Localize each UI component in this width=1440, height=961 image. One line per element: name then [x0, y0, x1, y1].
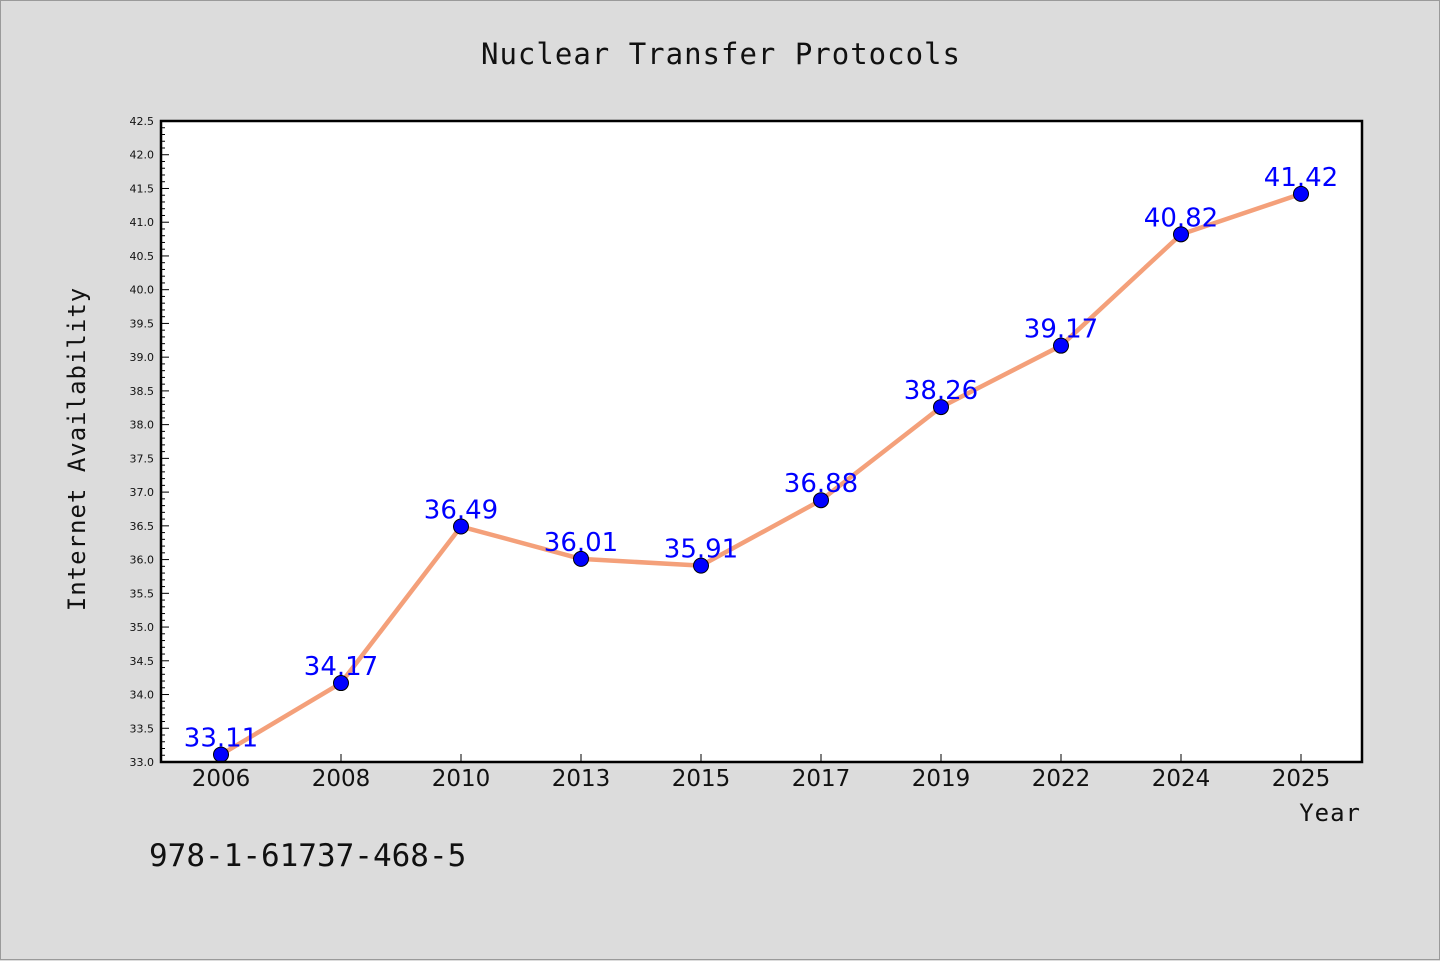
series-line — [218, 191, 1304, 757]
data-label: 40.82 — [1144, 203, 1218, 233]
data-point — [1293, 185, 1309, 202]
y-tick-label: 39.0 — [130, 351, 155, 364]
data-point — [813, 492, 829, 509]
y-tick-label: 42.5 — [130, 115, 155, 128]
y-tick-label: 35.5 — [130, 587, 155, 600]
data-point — [453, 518, 469, 535]
data-label: 39.17 — [1024, 315, 1098, 345]
series-group: 33.11 34.17 36.49 36.01 35.91 36.88 38.26 39.17… — [184, 163, 1338, 763]
x-tick-label: 2013 — [552, 766, 611, 792]
x-axis-ticks: 2006 2008 2010 2013 2015 2017 2019 2022 2024 2025 — [192, 754, 1331, 792]
y-tick-label: 38.0 — [130, 419, 155, 432]
y-tick-label: 40.5 — [130, 250, 155, 263]
data-point — [1173, 226, 1189, 243]
y-tick-label: 34.0 — [130, 689, 155, 702]
y-tick-label: 36.0 — [130, 554, 155, 567]
data-label: 33.11 — [184, 724, 258, 754]
y-tick-label: 39.5 — [130, 317, 155, 330]
y-tick-label: 33.0 — [130, 756, 155, 769]
x-tick-label: 2010 — [432, 766, 491, 792]
x-tick-label: 2024 — [1152, 766, 1211, 792]
y-tick-label: 34.5 — [130, 655, 155, 668]
x-tick-label: 2008 — [312, 766, 371, 792]
x-axis-title: Year — [1299, 799, 1361, 827]
x-tick-label: 2017 — [792, 766, 851, 792]
y-tick-label: 37.5 — [130, 452, 155, 465]
y-tick-label: 33.5 — [130, 722, 155, 735]
data-label: 35.91 — [664, 535, 738, 565]
x-tick-label: 2025 — [1272, 766, 1331, 792]
data-point — [573, 550, 589, 567]
x-tick-label: 2019 — [912, 766, 971, 792]
data-point — [333, 675, 349, 692]
data-label: 38.26 — [904, 376, 978, 406]
y-axis-title: Internet Availability — [63, 287, 91, 611]
data-point — [1053, 337, 1069, 354]
y-tick-label: 38.5 — [130, 385, 155, 398]
y-axis-ticks: 33.0 33.5 34.0 34.5 35.0 35.5 36.0 36.5 37.0 37.5… — [130, 115, 169, 769]
x-tick-label: 2015 — [672, 766, 731, 792]
chart-title: Nuclear Transfer Protocols — [481, 37, 961, 71]
y-tick-label: 40.0 — [130, 284, 155, 297]
y-tick-label: 41.5 — [130, 182, 155, 195]
y-tick-label: 41.0 — [130, 216, 155, 229]
y-tick-label: 42.0 — [130, 149, 155, 162]
y-tick-label: 36.5 — [130, 520, 155, 533]
data-label: 36.49 — [424, 496, 498, 526]
y-tick-label: 35.0 — [130, 621, 155, 634]
isbn-text: 978-1-61737-468-5 — [149, 838, 466, 874]
plot-border — [159, 119, 1364, 764]
data-label: 34.17 — [304, 652, 378, 682]
x-tick-label: 2006 — [192, 766, 251, 792]
data-label: 36.01 — [544, 528, 618, 558]
data-point — [933, 399, 949, 416]
x-tick-label: 2022 — [1032, 766, 1091, 792]
data-label: 41.42 — [1264, 163, 1338, 193]
y-tick-label: 37.0 — [130, 486, 155, 499]
data-point — [693, 557, 709, 574]
data-label: 36.88 — [784, 469, 858, 499]
